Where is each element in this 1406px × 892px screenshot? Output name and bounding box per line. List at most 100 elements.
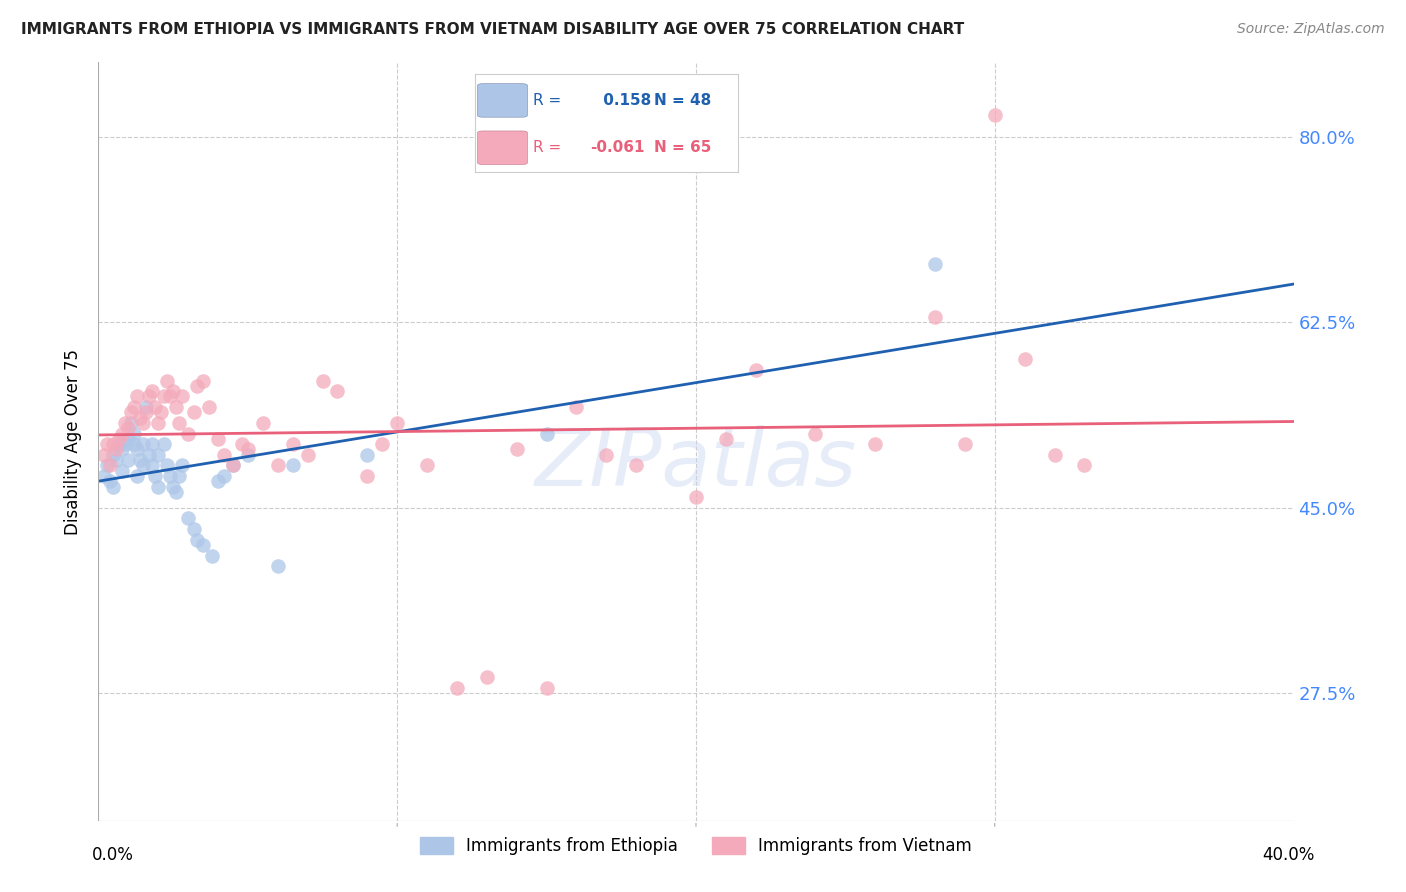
Point [984, 108, 1007, 122]
Point [111, 442, 134, 457]
Point [162, 384, 184, 399]
Point [93, 448, 115, 462]
Point [506, 442, 529, 457]
Point [96, 437, 118, 451]
Point [186, 379, 208, 393]
Point [117, 432, 139, 446]
Point [124, 437, 146, 451]
Point [132, 416, 155, 430]
Point [108, 437, 131, 451]
Point [114, 416, 136, 430]
Point [416, 458, 439, 473]
Point [446, 681, 468, 695]
Point [165, 400, 187, 414]
Point [148, 480, 170, 494]
Point [924, 310, 946, 324]
Point [685, 490, 707, 504]
Point [141, 437, 163, 451]
Point [207, 432, 229, 446]
Point [536, 681, 558, 695]
Point [191, 538, 214, 552]
Point [311, 374, 333, 388]
Text: 0.0%: 0.0% [91, 846, 134, 863]
Point [371, 437, 394, 451]
Point [565, 400, 588, 414]
Point [98, 458, 122, 473]
Point [745, 363, 768, 377]
Point [953, 437, 976, 451]
Point [135, 405, 157, 419]
Point [117, 421, 139, 435]
Point [153, 437, 176, 451]
Point [148, 448, 170, 462]
Point [156, 374, 179, 388]
Point [103, 437, 125, 451]
Point [198, 400, 221, 414]
Point [105, 453, 128, 467]
Point [93, 469, 115, 483]
Point [212, 448, 235, 462]
Point [114, 437, 136, 451]
Point [167, 416, 190, 430]
Point [138, 389, 160, 403]
Point [150, 405, 173, 419]
Point [167, 469, 190, 483]
Point [626, 458, 648, 473]
Point [297, 448, 319, 462]
Point [231, 437, 253, 451]
Point [236, 448, 259, 462]
Point [138, 448, 160, 462]
Point [135, 400, 157, 414]
Point [103, 480, 125, 494]
Point [162, 480, 184, 494]
Point [120, 416, 142, 430]
Point [132, 437, 155, 451]
Point [159, 389, 181, 403]
Point [212, 469, 235, 483]
Text: Source: ZipAtlas.com: Source: ZipAtlas.com [1237, 22, 1385, 37]
Point [141, 458, 163, 473]
Point [120, 405, 142, 419]
Point [1043, 448, 1066, 462]
Point [127, 442, 149, 457]
Point [183, 405, 205, 419]
Point [148, 416, 170, 430]
Point [1014, 352, 1036, 367]
Point [924, 257, 946, 271]
Point [153, 389, 176, 403]
Point [201, 549, 224, 563]
Text: IMMIGRANTS FROM ETHIOPIA VS IMMIGRANTS FROM VIETNAM DISABILITY AGE OVER 75 CORRE: IMMIGRANTS FROM ETHIOPIA VS IMMIGRANTS F… [21, 22, 965, 37]
Point [105, 442, 128, 457]
Point [96, 458, 118, 473]
Point [183, 522, 205, 536]
Point [536, 426, 558, 441]
Point [111, 464, 134, 478]
Point [207, 475, 229, 489]
Point [141, 384, 163, 399]
Point [385, 416, 409, 430]
Point [132, 458, 155, 473]
Point [1073, 458, 1095, 473]
Point [117, 453, 139, 467]
Point [222, 458, 245, 473]
Point [124, 400, 146, 414]
Point [267, 559, 290, 574]
Point [177, 511, 200, 525]
Point [356, 469, 378, 483]
Point [267, 458, 290, 473]
Point [108, 432, 131, 446]
Point [595, 448, 617, 462]
Y-axis label: Disability Age Over 75: Disability Age Over 75 [65, 349, 83, 534]
Point [143, 400, 166, 414]
Point [129, 453, 152, 467]
Point [865, 437, 887, 451]
Point [252, 416, 274, 430]
Point [281, 437, 304, 451]
Point [172, 389, 194, 403]
Point [111, 426, 134, 441]
Point [186, 533, 208, 547]
Point [129, 410, 152, 425]
Point [714, 432, 737, 446]
Point [177, 426, 200, 441]
Point [222, 458, 245, 473]
